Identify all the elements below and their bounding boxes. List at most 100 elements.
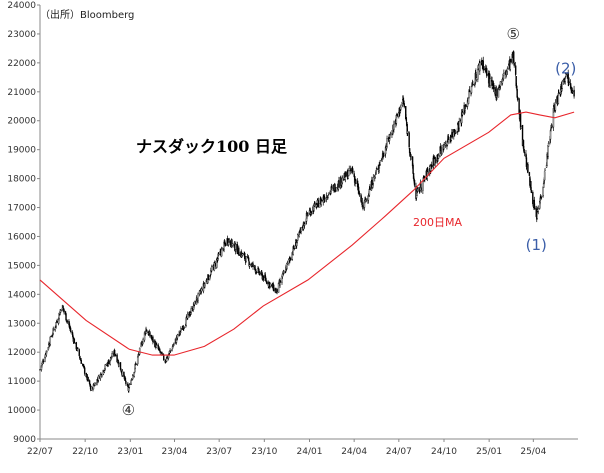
x-tick-label: 23/07 [206,447,232,457]
candle [66,320,69,324]
candle [506,66,509,75]
candle [516,95,519,102]
candle [204,283,206,289]
candle [77,347,79,350]
candle [455,129,457,134]
candle [48,341,50,350]
candle [382,152,385,158]
candle [300,227,302,235]
candle [475,73,478,82]
candle [73,338,76,344]
candle [277,282,280,293]
candle [152,339,155,343]
candle [307,212,309,217]
candle [565,72,567,78]
candle [57,317,60,326]
candle [97,374,100,383]
candle [468,86,471,93]
candle [207,274,210,281]
candle [549,128,552,143]
candle [460,109,463,127]
candle [568,77,570,85]
candle [128,383,131,389]
candle [472,80,474,86]
candle [523,149,526,157]
candle [238,251,240,256]
candle [536,206,538,220]
candle [512,50,515,65]
candle [403,100,405,109]
y-tick-label: 11000 [7,377,36,387]
candle [108,358,110,365]
candle [103,370,106,374]
candle [59,309,62,314]
candle [417,186,419,192]
candle [104,363,106,371]
candle [310,210,313,216]
candle [527,162,529,174]
candle [525,154,528,170]
candle [571,87,574,95]
candle [492,81,495,93]
candle [303,222,306,229]
candle [520,125,522,130]
candle [413,178,416,188]
y-axis: 9000 10000 11000 12000 13000 14000 15000 16000 1… [7,1,41,445]
candle [46,350,48,354]
candle [496,87,498,100]
candle [187,311,189,320]
candle [56,318,58,324]
candle [355,180,357,184]
candle [399,110,402,113]
candle [142,337,144,344]
candle [63,308,65,315]
candle [386,135,388,148]
candle [420,183,422,189]
candle [92,382,95,390]
candle [53,328,55,331]
y-tick-label: 17000 [7,204,36,214]
candle [540,195,543,200]
x-tick-label: 22/10 [72,447,98,457]
candle [537,205,539,215]
candle [317,197,320,208]
candle [135,363,137,365]
candle [290,257,292,261]
candle [121,369,124,378]
candle [547,141,550,147]
candle [372,174,375,186]
candle [410,153,412,160]
candle [420,187,423,193]
candle [159,350,161,356]
candle [412,163,414,174]
candle [163,353,165,361]
y-tick-label: 21000 [7,88,36,98]
candles [39,50,575,393]
candle [173,342,175,346]
candle [338,176,340,189]
candle [365,198,368,202]
candle [437,153,440,159]
candle [441,144,443,155]
candle [376,166,378,170]
candle [458,117,460,132]
candle [547,144,549,160]
wave-annotation: ④ [122,401,135,419]
candle [134,368,136,374]
y-tick-label: 19000 [7,146,36,156]
candle [49,335,52,346]
candle [87,376,89,382]
candle [286,260,289,265]
candle [62,305,64,309]
x-tick-label: 23/10 [251,447,277,457]
candle [83,366,86,376]
candle [42,358,45,364]
candle [269,283,271,289]
candle [532,190,534,206]
x-tick-label: 24/01 [297,447,323,457]
candle [78,348,80,358]
ma-200-line [39,111,575,356]
candle [334,187,337,193]
candle [467,97,470,105]
candle [169,350,172,354]
